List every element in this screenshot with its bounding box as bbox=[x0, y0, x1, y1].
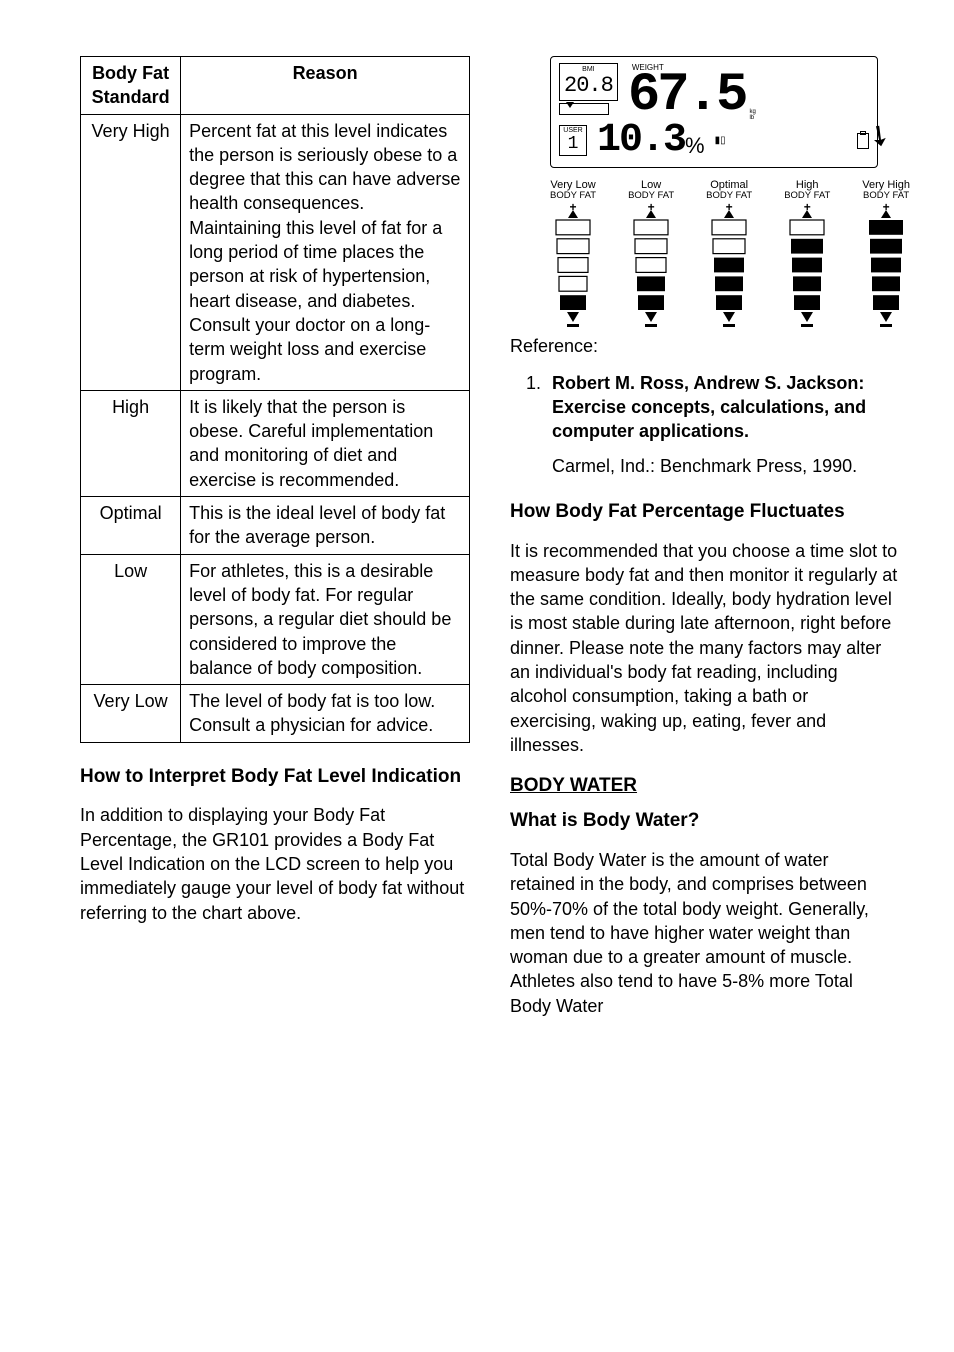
right-column: BMI 20.8 WEIGHT 67.5 kg lb bbox=[510, 56, 898, 1352]
bodyfat-bar-icon bbox=[864, 216, 908, 326]
lcd-signal-icon: ▮▯ bbox=[715, 135, 726, 146]
bar-label: LowBODY FAT+ bbox=[628, 180, 674, 214]
bodyfat-bars: Very LowBODY FAT+ LowBODY FAT+ OptimalBODY… bbox=[550, 180, 910, 326]
reference-publisher: Carmel, Ind.: Benchmark Press, 1990. bbox=[552, 456, 857, 476]
cell-standard: Low bbox=[81, 554, 181, 684]
paragraph-interpret: In addition to displaying your Body Fat … bbox=[80, 803, 470, 924]
table-row: Optimal This is the ideal level of body … bbox=[81, 497, 470, 555]
bar-label: Very LowBODY FAT+ bbox=[550, 180, 596, 214]
lcd-percent-icon: % bbox=[685, 133, 705, 159]
cell-reason: It is likely that the person is obese. C… bbox=[181, 390, 470, 496]
lcd-bmi-box: BMI 20.8 bbox=[559, 63, 618, 101]
table-row: High It is likely that the person is obe… bbox=[81, 390, 470, 496]
lcd-kg: kg bbox=[749, 109, 755, 115]
reference-item: Robert M. Ross, Andrew S. Jackson: Exerc… bbox=[546, 371, 898, 478]
heading-fluctuates: How Body Fat Percentage Fluctuates bbox=[510, 500, 898, 525]
cell-reason: Percent fat at this level indicates the … bbox=[181, 114, 470, 390]
cell-standard: Very High bbox=[81, 114, 181, 390]
bar-label: Very HighBODY FAT+ bbox=[862, 180, 910, 214]
bodyfat-bar-column: Very LowBODY FAT+ bbox=[550, 180, 596, 326]
cell-reason: For athletes, this is a desirable level … bbox=[181, 554, 470, 684]
lcd-weight-value: 67.5 bbox=[628, 72, 746, 121]
heading-what-bodywater: What is Body Water? bbox=[510, 809, 898, 834]
lcd-screen: BMI 20.8 WEIGHT 67.5 kg lb bbox=[550, 56, 878, 168]
bodyfat-bar-icon bbox=[785, 216, 829, 326]
bodyfat-bar-column: OptimalBODY FAT+ bbox=[706, 180, 752, 326]
bodyfat-bar-icon bbox=[707, 216, 751, 326]
cell-standard: Optimal bbox=[81, 497, 181, 555]
bodyfat-bar-icon bbox=[551, 216, 595, 326]
th-reason: Reason bbox=[181, 57, 470, 115]
reference-label: Reference: bbox=[510, 336, 898, 357]
bodyfat-bar-column: LowBODY FAT+ bbox=[628, 180, 674, 326]
bodyfat-bar-column: HighBODY FAT+ bbox=[784, 180, 830, 326]
bar-label: OptimalBODY FAT+ bbox=[706, 180, 752, 214]
bodyfat-bar-column: Very HighBODY FAT+ bbox=[862, 180, 910, 326]
page: Body Fat Standard Reason Very High Perce… bbox=[0, 0, 954, 1352]
lcd-bmi-value: 20.8 bbox=[564, 73, 613, 98]
heading-bodywater: BODY WATER bbox=[510, 775, 898, 797]
lcd-user-label: USER bbox=[560, 127, 586, 134]
lcd-bmi-label: BMI bbox=[564, 66, 613, 73]
lcd-lb: lb bbox=[749, 115, 755, 121]
reference-list: Robert M. Ross, Andrew S. Jackson: Exerc… bbox=[510, 371, 898, 478]
paragraph-fluctuates: It is recommended that you choose a time… bbox=[510, 539, 898, 758]
cell-standard: Very Low bbox=[81, 685, 181, 743]
lcd-user-value: 1 bbox=[560, 134, 586, 154]
cell-reason: The level of body fat is too low. Consul… bbox=[181, 685, 470, 743]
lcd-bodyfat-value: 10.3 bbox=[597, 123, 685, 159]
table-row: Very Low The level of body fat is too lo… bbox=[81, 685, 470, 743]
heading-interpret: How to Interpret Body Fat Level Indicati… bbox=[80, 765, 470, 790]
table-row: Low For athletes, this is a desirable le… bbox=[81, 554, 470, 684]
lcd-illustration: BMI 20.8 WEIGHT 67.5 kg lb bbox=[550, 56, 898, 326]
body-fat-table: Body Fat Standard Reason Very High Perce… bbox=[80, 56, 470, 743]
lcd-user-box: USER 1 bbox=[559, 125, 587, 156]
left-column: Body Fat Standard Reason Very High Perce… bbox=[80, 56, 470, 1352]
cell-standard: High bbox=[81, 390, 181, 496]
lcd-gauge-icon bbox=[559, 103, 609, 115]
reference-title: Robert M. Ross, Andrew S. Jackson: Exerc… bbox=[552, 373, 866, 442]
th-standard: Body Fat Standard bbox=[81, 57, 181, 115]
lcd-units: kg lb bbox=[749, 109, 755, 121]
bodyfat-bar-icon bbox=[629, 216, 673, 326]
paragraph-bodywater: Total Body Water is the amount of water … bbox=[510, 848, 898, 1018]
cell-reason: This is the ideal level of body fat for … bbox=[181, 497, 470, 555]
bar-label: HighBODY FAT+ bbox=[784, 180, 830, 214]
table-row: Very High Percent fat at this level indi… bbox=[81, 114, 470, 390]
